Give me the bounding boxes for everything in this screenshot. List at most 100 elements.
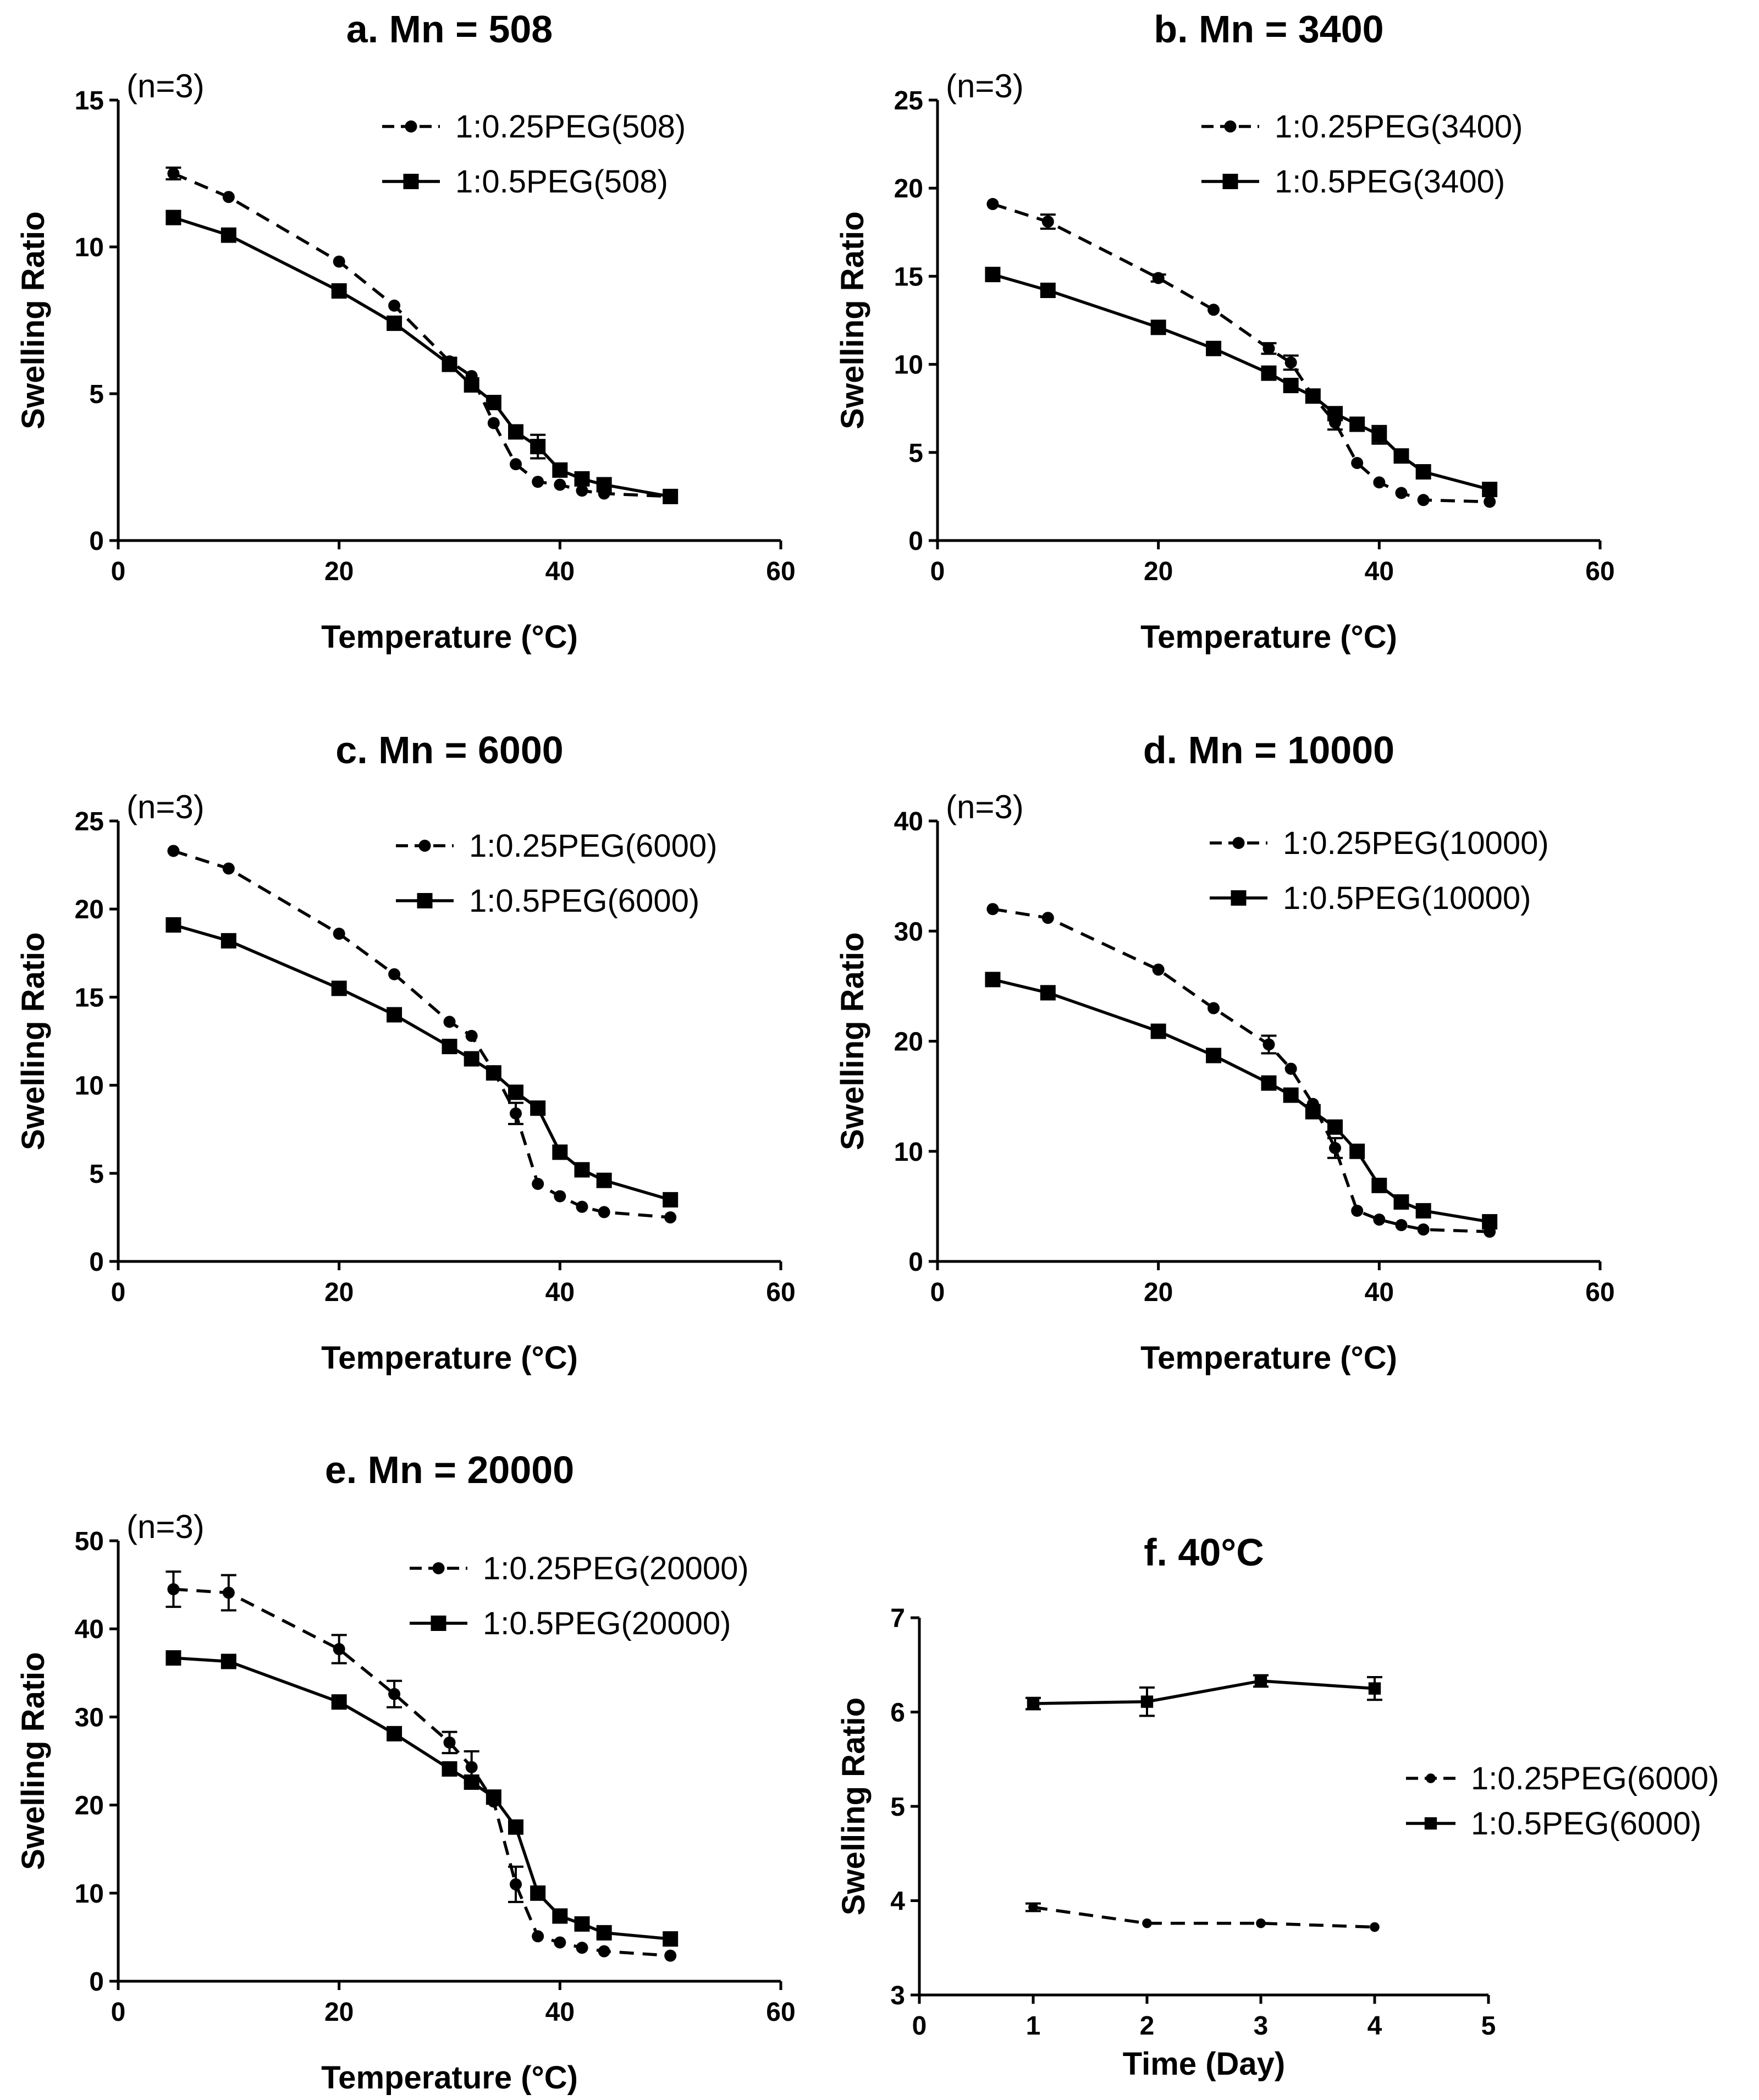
data-point: [1140, 1695, 1154, 1708]
data-point: [1283, 1087, 1299, 1103]
series-1:0.25PEG(6000): [1025, 1902, 1380, 1932]
data-point: [986, 903, 999, 916]
x-tick-label: 20: [1144, 557, 1173, 586]
data-point: [1284, 1062, 1297, 1075]
series-line: [173, 923, 671, 1201]
data-point: [1254, 1674, 1267, 1688]
y-tick-label: 50: [75, 1527, 104, 1556]
data-point: [442, 356, 457, 372]
y-tick-label: 0: [908, 527, 923, 556]
data-point: [222, 1586, 235, 1599]
data-point: [1371, 427, 1387, 443]
data-point: [1393, 1194, 1409, 1210]
chart-title: b. Mn = 3400: [1154, 8, 1383, 51]
data-point: [442, 1761, 457, 1777]
chart-panel-a: a. Mn = 508 0 5 10 15 0 20 40 60 Temperature (°C)…: [15, 8, 796, 655]
data-point: [598, 1945, 610, 1958]
data-point: [333, 928, 345, 940]
data-point: [985, 267, 1001, 283]
x-tick-label: 60: [766, 1998, 795, 2027]
data-point: [1256, 1918, 1266, 1928]
legend: 1:0.25PEG(3400) 1:0.5PEG(3400): [1201, 109, 1523, 200]
data-point: [220, 933, 236, 949]
y-tick-label: 15: [894, 262, 923, 291]
chart-title: d. Mn = 10000: [1143, 729, 1394, 771]
legend-label: 1:0.25PEG(10000): [1283, 825, 1549, 861]
data-point: [596, 477, 612, 493]
data-point: [388, 1688, 401, 1700]
y-axis-label: Swelling Ratio: [15, 1652, 51, 1870]
data-point: [443, 1736, 456, 1749]
x-tick-label: 0: [111, 1998, 126, 2027]
y-axis-label: Swelling Ratio: [835, 211, 870, 429]
data-point: [510, 1878, 522, 1890]
data-point: [1150, 319, 1166, 335]
data-point: [663, 1931, 679, 1947]
legend: 1:0.25PEG(6000) 1:0.5PEG(6000): [396, 828, 717, 919]
data-point: [1150, 1023, 1166, 1039]
chart-title: a. Mn = 508: [346, 8, 553, 51]
x-axis-label: Temperature (°C): [1140, 1340, 1397, 1376]
data-point: [1283, 378, 1299, 394]
data-point: [986, 198, 999, 211]
data-point: [1305, 1104, 1321, 1120]
data-point: [222, 191, 235, 203]
y-tick-label: 15: [75, 86, 104, 115]
data-point: [510, 1107, 522, 1120]
series-1:0.5PEG(20000): [166, 1650, 679, 1947]
y-tick-label: 10: [894, 351, 923, 380]
x-tick-label: 40: [545, 557, 575, 586]
data-point: [166, 210, 181, 225]
data-point: [552, 462, 568, 478]
series-1:0.25PEG(20000): [166, 1570, 677, 1962]
data-point: [576, 1200, 588, 1213]
data-point: [508, 424, 523, 440]
data-point: [1040, 283, 1056, 299]
x-tick-label: 0: [111, 557, 126, 586]
data-point: [530, 1100, 546, 1116]
data-point: [464, 377, 479, 393]
data-point: [220, 1653, 236, 1669]
data-point: [167, 1583, 180, 1596]
x-tick-label: 20: [324, 1998, 354, 2027]
y-tick-label: 20: [75, 1792, 104, 1821]
y-tick-label: 5: [890, 1793, 905, 1822]
series-1:0.5PEG(6000): [166, 917, 679, 1208]
data-point: [664, 1211, 677, 1223]
y-tick-label: 15: [75, 983, 104, 1012]
data-point: [1040, 985, 1056, 1001]
x-tick-label: 0: [930, 1278, 945, 1307]
legend-label: 1:0.25PEG(6000): [469, 828, 717, 864]
y-tick-label: 5: [89, 1160, 104, 1189]
data-point: [1373, 1213, 1386, 1226]
legend-marker: [1232, 837, 1245, 849]
data-point: [167, 845, 180, 857]
data-point: [1327, 406, 1343, 422]
data-point: [1152, 272, 1165, 284]
y-axis-label: Swelling Ratio: [835, 932, 870, 1150]
data-point: [510, 458, 522, 471]
series-line: [992, 273, 1490, 491]
data-point: [663, 488, 679, 504]
x-tick-label: 40: [1365, 557, 1394, 586]
data-point: [1482, 1214, 1498, 1230]
chart-title: c. Mn = 6000: [335, 729, 563, 771]
series-line: [173, 1588, 671, 1958]
y-tick-label: 10: [894, 1138, 923, 1167]
sample-size-note: (n=3): [126, 68, 205, 104]
legend-marker: [431, 1616, 446, 1631]
data-point: [220, 227, 236, 243]
legend-label: 1:0.25PEG(3400): [1275, 109, 1523, 145]
x-tick-label: 4: [1368, 2011, 1382, 2041]
data-point: [1284, 356, 1297, 369]
legend-marker: [405, 120, 417, 133]
chart-title: e. Mn = 20000: [325, 1448, 574, 1491]
data-point: [1417, 1223, 1430, 1236]
x-tick-label: 20: [1144, 1278, 1173, 1307]
y-tick-label: 25: [894, 86, 923, 115]
series-1:0.25PEG(508): [166, 166, 677, 503]
x-tick-label: 20: [324, 557, 354, 586]
data-point: [464, 1774, 479, 1790]
y-tick-label: 10: [75, 1072, 104, 1101]
y-axis-label: Swelling Ratio: [15, 932, 51, 1150]
